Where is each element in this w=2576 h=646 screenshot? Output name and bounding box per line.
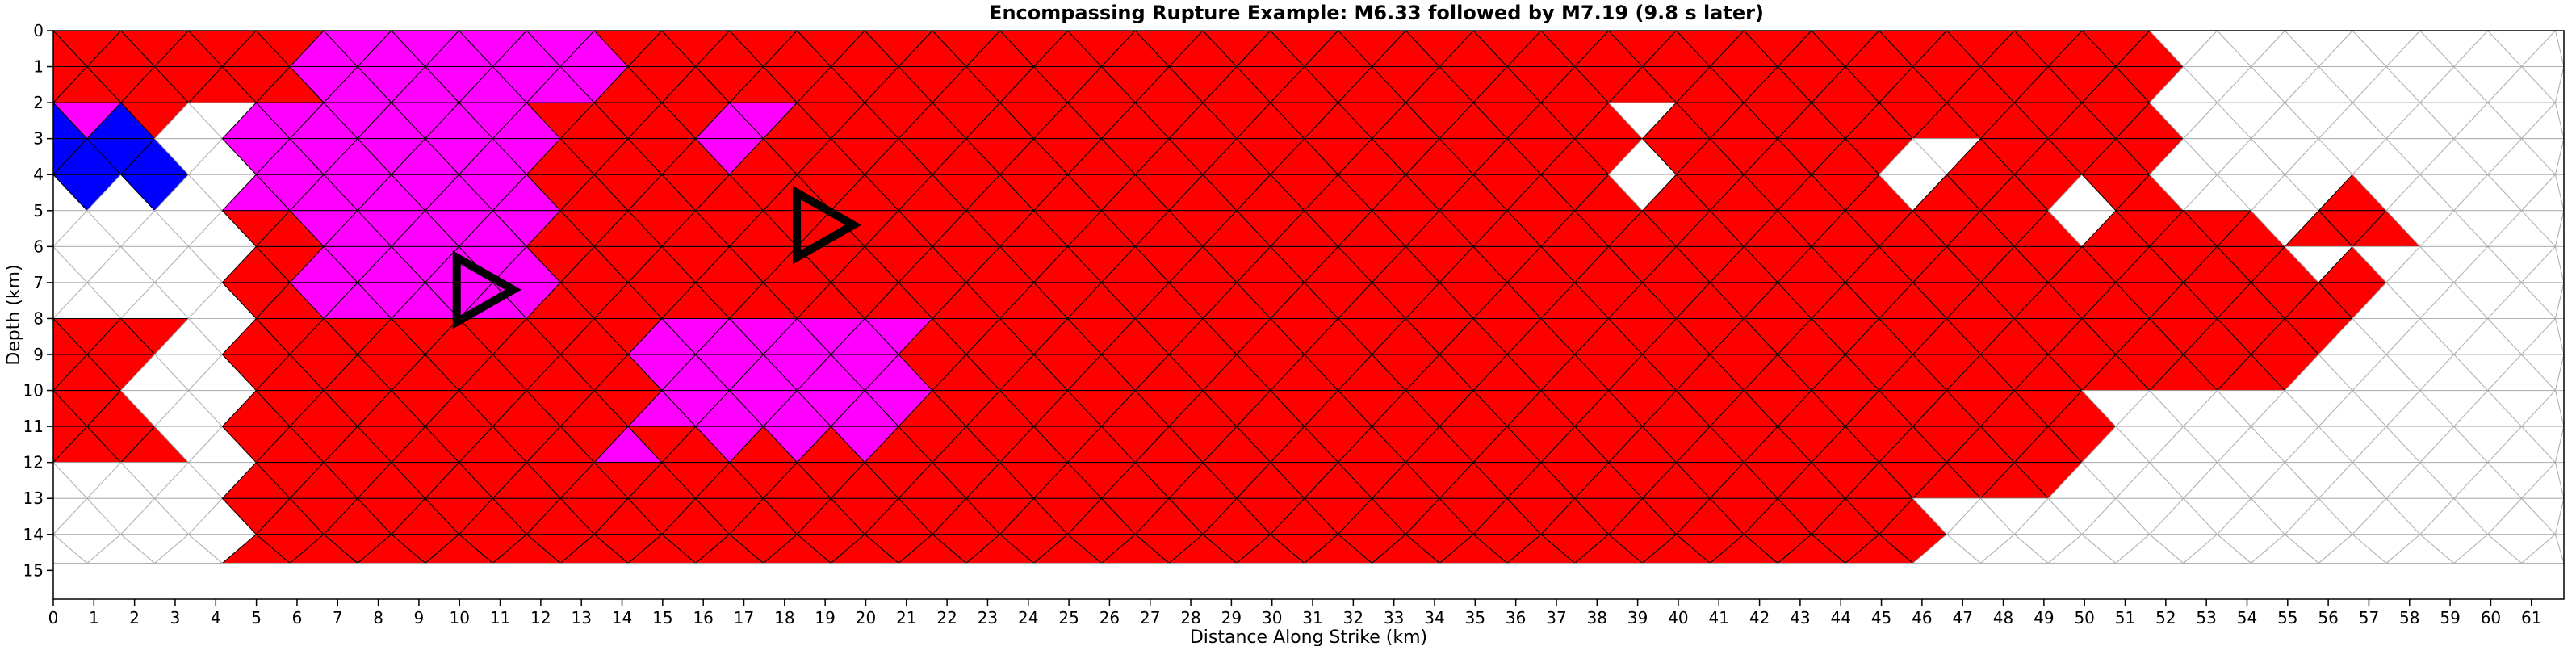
x-tick-label: 6 xyxy=(292,608,303,627)
y-tick-label: 1 xyxy=(33,57,44,77)
x-tick-label: 0 xyxy=(48,608,59,627)
x-tick-label: 50 xyxy=(2074,608,2094,627)
x-tick-label: 47 xyxy=(1952,608,1972,627)
x-tick-label: 17 xyxy=(734,608,754,627)
x-tick-label: 15 xyxy=(652,608,672,627)
x-tick-label: 8 xyxy=(373,608,383,627)
x-tick-label: 34 xyxy=(1424,608,1444,627)
x-tick-label: 3 xyxy=(170,608,181,627)
y-tick-label: 6 xyxy=(33,237,44,256)
x-tick-label: 56 xyxy=(2318,608,2338,627)
mesh-bottom-strip xyxy=(52,562,2565,600)
x-tick-label: 21 xyxy=(896,608,916,627)
x-tick-label: 23 xyxy=(978,608,998,627)
x-tick-label: 49 xyxy=(2034,608,2054,627)
x-tick-label: 39 xyxy=(1627,608,1648,627)
x-tick-label: 42 xyxy=(1749,608,1770,627)
x-tick-label: 40 xyxy=(1668,608,1688,627)
mesh-cells xyxy=(52,29,2565,600)
x-tick-label: 54 xyxy=(2237,608,2257,627)
x-tick-label: 7 xyxy=(333,608,343,627)
x-tick-label: 14 xyxy=(612,608,632,627)
x-tick-label: 26 xyxy=(1100,608,1120,627)
x-tick-label: 57 xyxy=(2359,608,2379,627)
x-tick-label: 52 xyxy=(2155,608,2176,627)
x-axis-ticks: 0 1 2 3 4 5 6 7 8 9 10 11 12 13 14 15 16 17 18 19 20 21 22 23 24… xyxy=(48,599,2541,627)
x-tick-label: 22 xyxy=(936,608,957,627)
x-tick-label: 53 xyxy=(2196,608,2216,627)
y-tick-label: 0 xyxy=(33,21,44,40)
x-tick-label: 29 xyxy=(1221,608,1242,627)
y-tick-label: 14 xyxy=(23,525,44,544)
y-tick-label: 4 xyxy=(33,165,44,184)
y-tick-label: 5 xyxy=(33,201,44,220)
x-tick-label: 19 xyxy=(815,608,835,627)
x-tick-label: 11 xyxy=(490,608,510,627)
x-tick-label: 4 xyxy=(211,608,221,627)
x-tick-label: 24 xyxy=(1018,608,1038,627)
x-tick-label: 33 xyxy=(1384,608,1404,627)
x-tick-label: 43 xyxy=(1790,608,1810,627)
x-tick-label: 35 xyxy=(1465,608,1485,627)
y-tick-label: 13 xyxy=(23,489,44,508)
x-tick-label: 48 xyxy=(1993,608,2013,627)
hypocenter-marker xyxy=(793,185,862,265)
plot-frame xyxy=(52,30,2565,600)
x-tick-label: 28 xyxy=(1180,608,1200,627)
x-tick-label: 38 xyxy=(1587,608,1607,627)
x-tick-label: 32 xyxy=(1343,608,1363,627)
hypocenter-markers xyxy=(452,185,862,329)
y-tick-label: 8 xyxy=(33,308,44,328)
y-tick-label: 7 xyxy=(33,273,44,292)
x-tick-label: 60 xyxy=(2481,608,2501,627)
x-tick-label: 27 xyxy=(1140,608,1160,627)
x-tick-label: 18 xyxy=(774,608,794,627)
x-tick-label: 61 xyxy=(2521,608,2541,627)
x-axis-label: Distance Along Strike (km) xyxy=(1190,627,1427,646)
y-tick-label: 11 xyxy=(23,417,44,436)
hypocenter-marker xyxy=(452,250,521,329)
x-tick-label: 25 xyxy=(1058,608,1079,627)
chart-title: Encompassing Rupture Example: M6.33 foll… xyxy=(989,2,1764,24)
y-tick-label: 15 xyxy=(23,560,44,580)
x-tick-label: 55 xyxy=(2277,608,2297,627)
y-tick-label: 12 xyxy=(23,453,44,472)
y-tick-label: 3 xyxy=(33,129,44,149)
x-tick-label: 44 xyxy=(1831,608,1851,627)
x-tick-label: 13 xyxy=(571,608,591,627)
x-tick-label: 10 xyxy=(450,608,470,627)
x-tick-label: 12 xyxy=(530,608,551,627)
y-tick-label: 2 xyxy=(33,93,44,112)
y-tick-label: 9 xyxy=(33,345,44,364)
x-tick-label: 31 xyxy=(1302,608,1322,627)
x-tick-label: 1 xyxy=(89,608,99,627)
x-tick-label: 2 xyxy=(129,608,140,627)
x-tick-label: 36 xyxy=(1506,608,1526,627)
y-axis-label: Depth (km) xyxy=(4,264,24,365)
x-tick-label: 9 xyxy=(414,608,425,627)
x-tick-label: 58 xyxy=(2399,608,2419,627)
x-tick-label: 20 xyxy=(856,608,876,627)
x-tick-label: 46 xyxy=(1912,608,1932,627)
x-tick-label: 5 xyxy=(251,608,262,627)
x-tick-label: 59 xyxy=(2440,608,2460,627)
x-tick-label: 30 xyxy=(1262,608,1282,627)
x-tick-label: 45 xyxy=(1871,608,1891,627)
x-tick-label: 41 xyxy=(1709,608,1729,627)
x-tick-label: 51 xyxy=(2115,608,2135,627)
x-tick-label: 16 xyxy=(693,608,713,627)
x-tick-label: 37 xyxy=(1546,608,1566,627)
y-tick-label: 10 xyxy=(23,381,44,401)
